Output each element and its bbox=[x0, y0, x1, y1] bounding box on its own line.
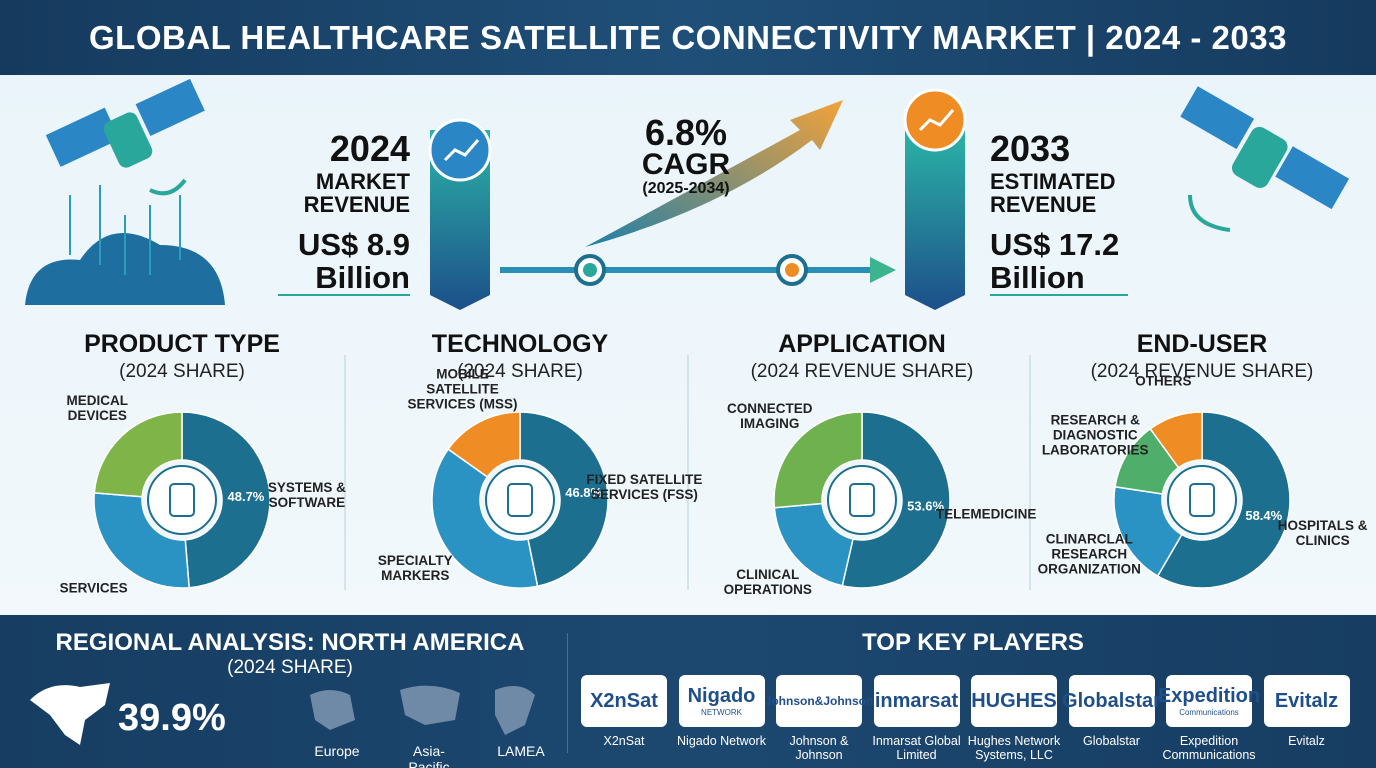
slice-name: SERVICES bbox=[59, 580, 128, 596]
satellite-right bbox=[1180, 86, 1350, 232]
start-year: 2024 bbox=[329, 128, 410, 169]
player-name: Expedition Communications bbox=[1162, 734, 1256, 762]
donut-slice bbox=[181, 411, 271, 589]
player-name: Nigado Network bbox=[677, 734, 766, 748]
donut-icon bbox=[147, 465, 217, 535]
slice-name: CLINICAL OPERATIONS bbox=[723, 567, 812, 598]
player-logo: Expedition Communications bbox=[1158, 675, 1260, 727]
logo-text: Evitalz bbox=[1274, 689, 1339, 712]
slice-name: SPECIALTY MARKERS bbox=[377, 553, 453, 584]
segment-title: APPLICATION bbox=[778, 330, 946, 358]
slice-name: CLINARCLAL RESEARCH ORGANIZATION bbox=[1037, 531, 1141, 577]
logo-text: NETWORK bbox=[701, 708, 742, 717]
player-logo: Evitalz bbox=[1263, 675, 1350, 727]
header-title: GLOBAL HEALTHCARE SATELLITE CONNECTIVITY… bbox=[0, 0, 1376, 75]
segment-subtitle: (2024 REVENUE SHARE) bbox=[750, 361, 974, 382]
region-title: REGIONAL ANALYSIS: NORTH AMERICA bbox=[55, 629, 525, 656]
player-name: Hughes Network Systems, LLC bbox=[967, 734, 1061, 762]
donut-icon bbox=[169, 483, 195, 517]
pillar-2024 bbox=[428, 118, 492, 310]
donut-slice bbox=[1149, 411, 1203, 469]
slice-name: MOBILE SATELLITE SERVICES (MSS) bbox=[407, 366, 518, 412]
slice-value-label: 48.7% bbox=[228, 489, 265, 504]
end-label: ESTIMATED REVENUE bbox=[990, 169, 1116, 217]
start-amount: US$ 8.9 bbox=[297, 227, 410, 262]
slice-name: MEDICAL DEVICES bbox=[66, 393, 129, 424]
logo-text: inmarsat bbox=[874, 689, 959, 712]
slice-value-label: 58.4% bbox=[1245, 508, 1282, 523]
donut-slice bbox=[519, 411, 609, 588]
slice-name: SYSTEMS & SOFTWARE bbox=[267, 479, 346, 510]
players-title: TOP KEY PLAYERS bbox=[862, 629, 1084, 656]
cagr-label: CAGR bbox=[641, 148, 731, 181]
slice-name: CONNECTED IMAGING bbox=[727, 400, 813, 431]
donut-slice bbox=[1156, 411, 1291, 589]
footer: REGIONAL ANALYSIS: NORTH AMERICA (2024 S… bbox=[0, 615, 1376, 768]
player-logo: inmarsat bbox=[873, 675, 960, 727]
segment-subtitle: (2024 SHARE) bbox=[119, 361, 245, 382]
logo-text: Globalstar bbox=[1062, 689, 1161, 712]
slice-name: FIXED SATELLITE SERVICES (FSS) bbox=[586, 472, 703, 503]
donut-slice bbox=[93, 411, 183, 498]
donut-slice bbox=[773, 502, 854, 587]
slice-value-label: 46.8% bbox=[565, 485, 602, 500]
donut-slice bbox=[841, 411, 951, 589]
player-logo: X2nSat bbox=[581, 675, 667, 727]
slice-name: HOSPITALS & CLINICS bbox=[1277, 517, 1368, 548]
donut-slice bbox=[773, 411, 863, 509]
slice-value-label: 53.6% bbox=[907, 499, 944, 514]
player-logo: Johnson&Johnson bbox=[765, 675, 873, 727]
region-name: Europe bbox=[314, 743, 360, 759]
slice-name: OTHERS bbox=[1135, 373, 1192, 389]
donut-icon bbox=[485, 465, 555, 535]
player-logo: HUGHES bbox=[971, 675, 1057, 727]
player-logo: Nigado NETWORK bbox=[678, 675, 765, 727]
region-share: 39.9% bbox=[118, 697, 226, 739]
end-year: 2033 bbox=[990, 128, 1071, 169]
logo-text: Nigado bbox=[687, 685, 756, 707]
player-logo: Globalstar bbox=[1062, 675, 1161, 727]
donut-icon bbox=[827, 465, 897, 535]
logo-text: X2nSat bbox=[590, 689, 658, 712]
donut-charts: 48.7% 46.8% 53.6% 58.4% bbox=[93, 411, 1291, 589]
segment-subtitle: (2024 SHARE) bbox=[457, 361, 583, 382]
satellite-left bbox=[25, 78, 225, 305]
region-subtitle: (2024 SHARE) bbox=[227, 657, 353, 678]
slice-name: RESEARCH & DIAGNOSTIC LABORATORIES bbox=[1041, 412, 1149, 458]
start-label: MARKET REVENUE bbox=[303, 169, 410, 217]
end-amount: US$ 17.2 bbox=[990, 227, 1120, 262]
region-maps bbox=[30, 683, 535, 745]
player-name: X2nSat bbox=[603, 734, 645, 748]
logo-text: Expedition bbox=[1157, 685, 1261, 707]
cagr-period: (2025-2034) bbox=[642, 180, 730, 197]
slice-name: TELEMEDICINE bbox=[935, 506, 1037, 522]
player-name: Evitalz bbox=[1288, 734, 1325, 748]
donut-icon bbox=[1167, 465, 1237, 535]
segment-title: PRODUCT TYPE bbox=[84, 330, 280, 358]
donut-icon bbox=[507, 483, 533, 517]
donut-slice bbox=[93, 492, 190, 589]
player-name: Globalstar bbox=[1083, 734, 1140, 748]
end-unit: Billion bbox=[990, 260, 1085, 295]
region-name: LAMEA bbox=[497, 743, 545, 759]
player-name: Johnson & Johnson bbox=[789, 734, 849, 762]
donut-icon bbox=[1189, 483, 1215, 517]
region-name: Asia-Pacific bbox=[408, 743, 450, 768]
segment-subtitle: (2024 REVENUE SHARE) bbox=[1090, 361, 1314, 382]
logo-text: HUGHES bbox=[971, 689, 1057, 712]
segment-title: TECHNOLOGY bbox=[431, 330, 609, 358]
player-name: Inmarsat Global Limited bbox=[872, 734, 961, 762]
donut-icon bbox=[849, 483, 875, 517]
start-unit: Billion bbox=[315, 260, 410, 295]
pillar-2033 bbox=[903, 88, 967, 310]
donut-slice bbox=[447, 411, 521, 478]
cagr-rate: 6.8% bbox=[644, 112, 728, 153]
logo-text: Johnson&Johnson bbox=[764, 694, 874, 708]
segment-title: END-USER bbox=[1136, 330, 1268, 358]
artwork bbox=[25, 78, 1350, 590]
timeline-arrow bbox=[500, 100, 896, 286]
donut-slice bbox=[431, 448, 539, 589]
logo-text: Communications bbox=[1179, 708, 1239, 717]
